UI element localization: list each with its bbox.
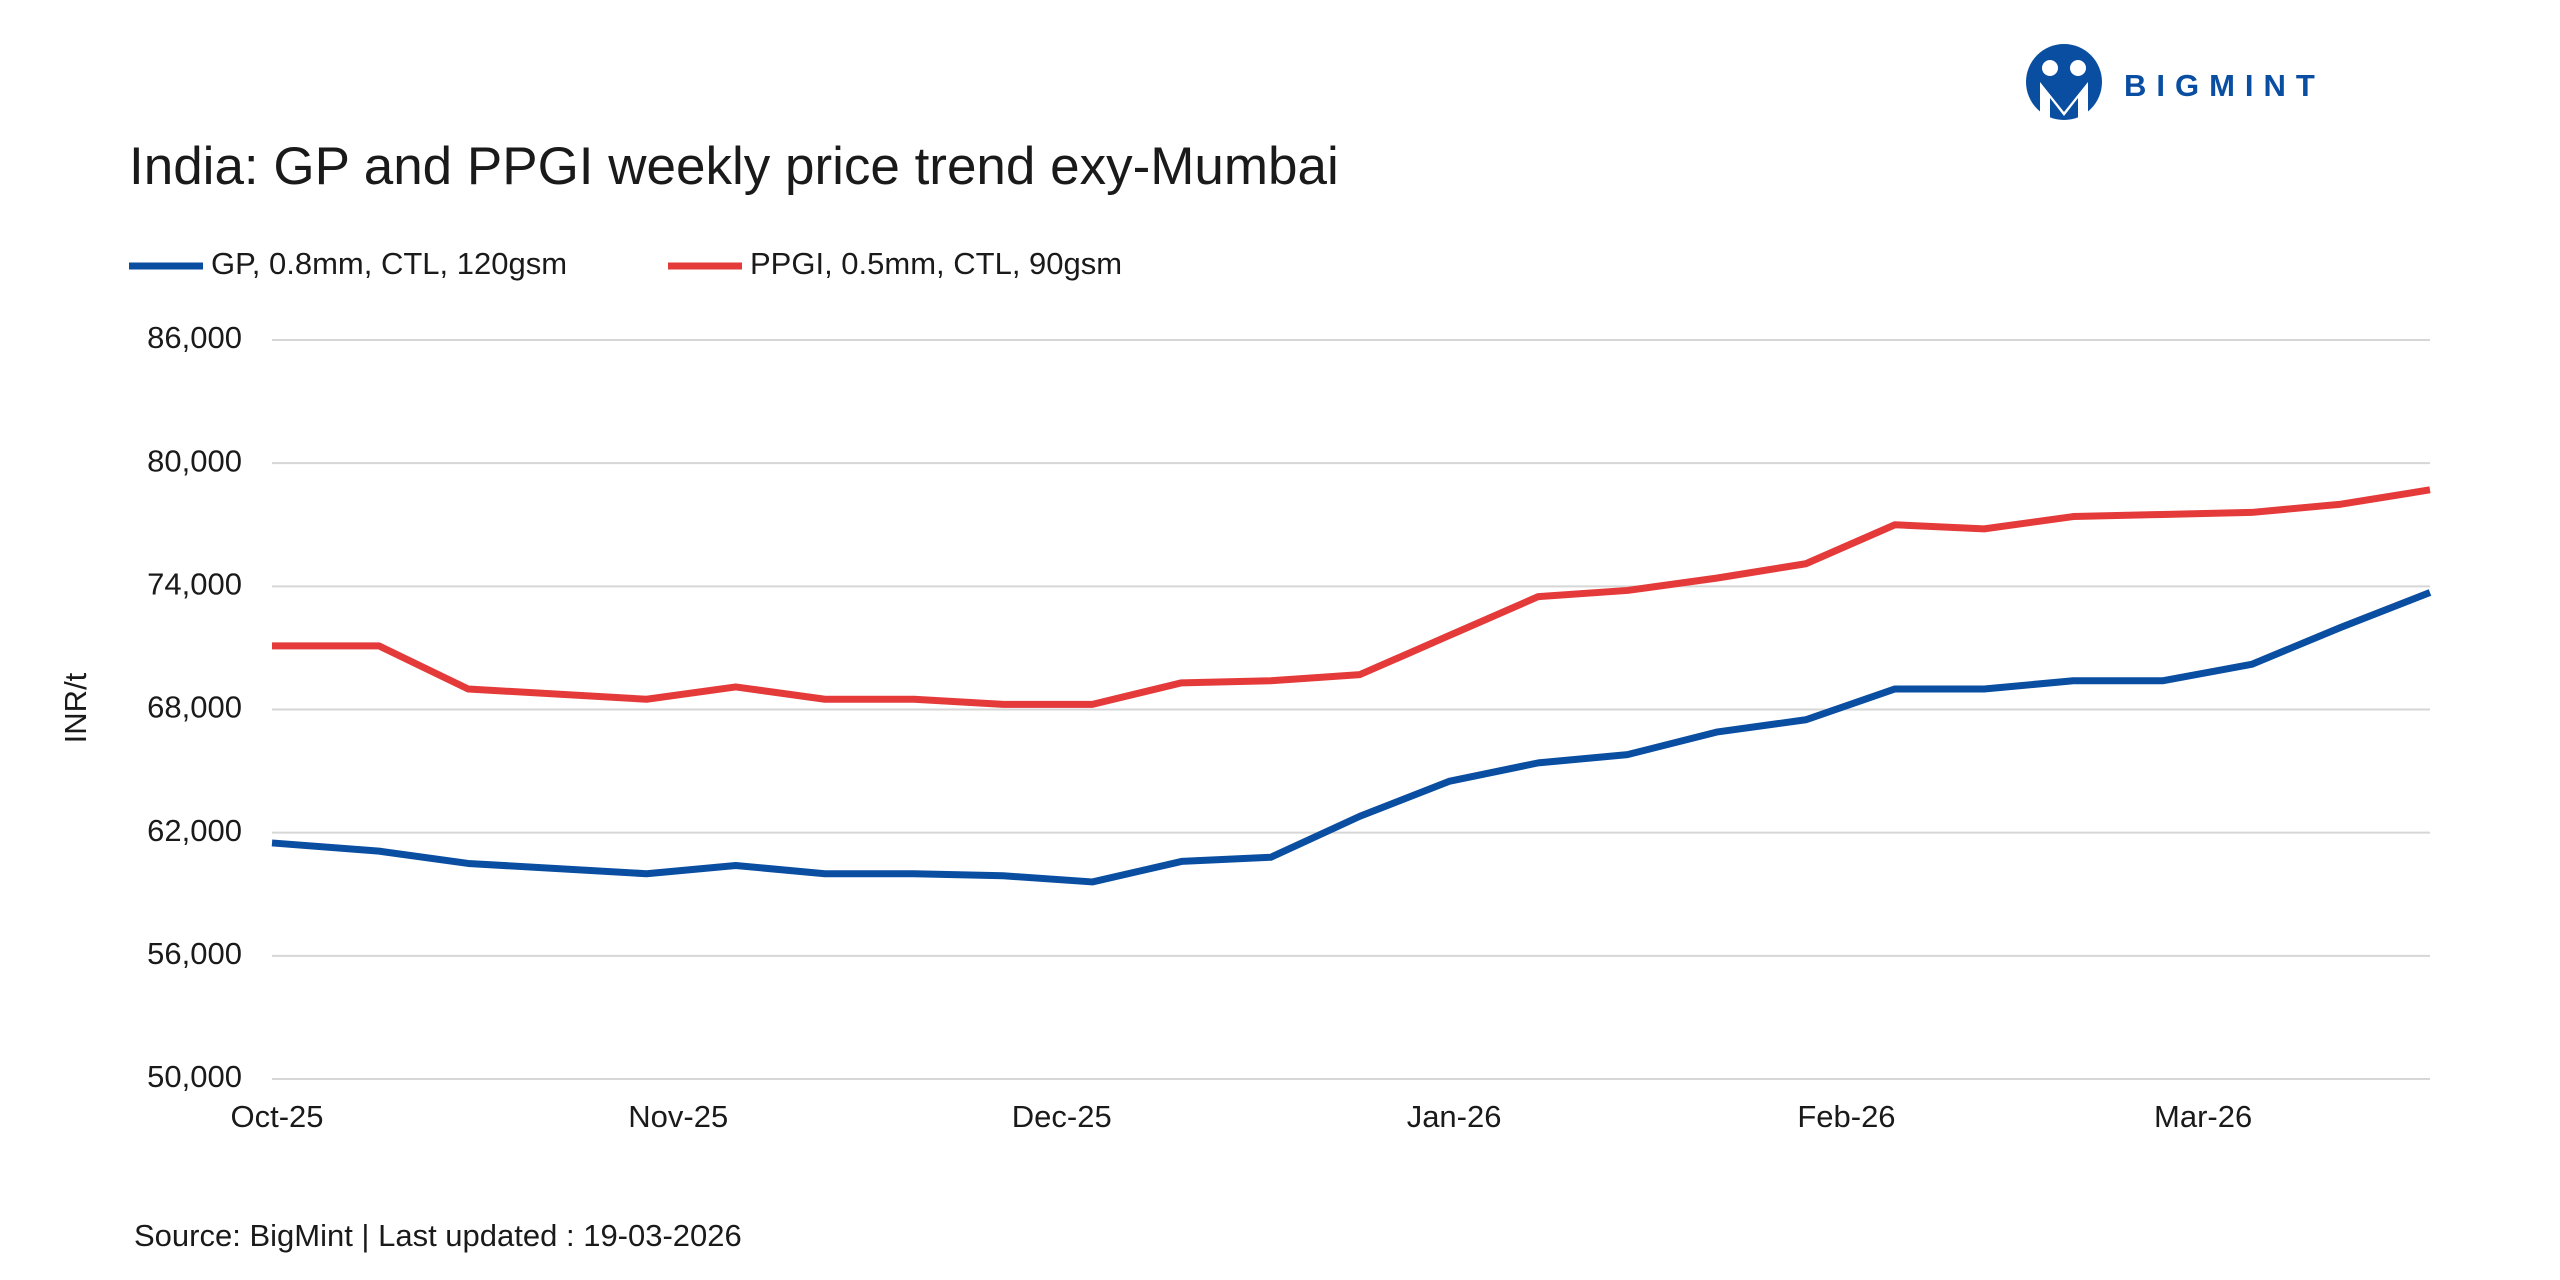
y-tick-label: 56,000 bbox=[147, 936, 242, 971]
legend-label: GP, 0.8mm, CTL, 120gsm bbox=[211, 246, 567, 281]
y-tick-label: 80,000 bbox=[147, 443, 242, 478]
x-tick-label: Oct-25 bbox=[230, 1099, 323, 1134]
x-tick-label: Jan-26 bbox=[1407, 1099, 1502, 1134]
x-tick-label: Feb-26 bbox=[1797, 1099, 1895, 1134]
logo: BIGMINT bbox=[2026, 44, 2325, 120]
legend-label: PPGI, 0.5mm, CTL, 90gsm bbox=[750, 246, 1122, 281]
y-tick-label: 86,000 bbox=[147, 320, 242, 355]
chart-title: India: GP and PPGI weekly price trend ex… bbox=[129, 137, 1339, 196]
logo-icon-part bbox=[2042, 60, 2058, 76]
line-series bbox=[271, 589, 2432, 886]
logo-icon-part bbox=[2040, 82, 2088, 118]
y-tick-label: 74,000 bbox=[147, 567, 242, 602]
x-tick-label: Mar-26 bbox=[2154, 1099, 2252, 1134]
source-note: Source: BigMint | Last updated : 19-03-2… bbox=[134, 1218, 742, 1253]
x-tick-label: Dec-25 bbox=[1012, 1099, 1112, 1134]
x-tick-label: Nov-25 bbox=[628, 1099, 728, 1134]
logo-text: BIGMINT bbox=[2124, 68, 2325, 103]
logo-icon-part bbox=[2070, 60, 2086, 76]
y-tick-label: 62,000 bbox=[147, 813, 242, 848]
y-axis-label: INR/t bbox=[58, 672, 93, 743]
logo-icon bbox=[2026, 44, 2102, 120]
y-tick-label: 50,000 bbox=[147, 1059, 242, 1094]
line-series bbox=[272, 486, 2431, 708]
y-tick-label: 68,000 bbox=[147, 690, 242, 725]
